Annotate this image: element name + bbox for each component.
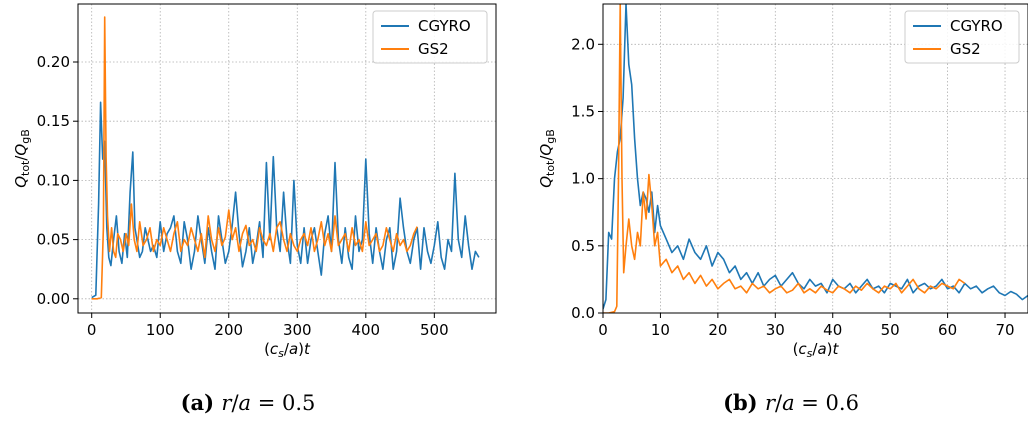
- x-tick-label: 400: [351, 321, 380, 339]
- y-tick-label: 0.10: [37, 171, 70, 189]
- x-tick-label: 10: [651, 321, 670, 339]
- x-tick-label: 20: [708, 321, 727, 339]
- legend-label-gs2: GS2: [950, 40, 981, 58]
- y-tick-label: 0.00: [37, 290, 70, 308]
- legend: CGYRO GS2: [372, 10, 488, 64]
- legend-label-gs2: GS2: [418, 40, 449, 58]
- x-tick-label: 300: [283, 321, 312, 339]
- x-axis-label: (cs/a)t: [793, 340, 840, 360]
- panel-caption: (b) r/a = 0.6: [723, 390, 859, 415]
- y-tick-label: 1.0: [571, 170, 595, 188]
- x-tick-label: 200: [214, 321, 243, 339]
- legend: CGYRO GS2: [904, 10, 1020, 64]
- axes-frame: [77, 3, 497, 314]
- x-tick-label: 40: [823, 321, 842, 339]
- x-tick-label: 0: [87, 321, 97, 339]
- x-axis-label: (cs/a)t: [264, 340, 311, 360]
- series-line-gs2: [603, 4, 966, 313]
- panel-caption: (a) r/a = 0.5: [181, 390, 316, 415]
- y-tick-label: 0.5: [571, 237, 595, 255]
- y-tick-label: 0.20: [37, 53, 70, 71]
- y-tick-label: 1.5: [571, 102, 595, 120]
- x-tick-label: 100: [146, 321, 175, 339]
- series-line-cgyro: [91, 101, 480, 299]
- y-axis-label: Qtot/QgB: [537, 129, 557, 188]
- y-tick-label: 0.05: [37, 231, 70, 249]
- x-tick-label: 60: [938, 321, 957, 339]
- y-tick-label: 0.0: [571, 304, 595, 322]
- series-line-gs2: [91, 16, 418, 300]
- x-tick-label: 70: [995, 321, 1014, 339]
- y-tick-label: 0.15: [37, 112, 70, 130]
- panel-b: 0 10 20 30 40 50 60 70 0.0 0.5 1.0 1.5 2.0 (cs/a)t Qto…: [537, 3, 1028, 415]
- y-axis-label: Qtot/QgB: [12, 129, 32, 188]
- panel-a: 0 100 200 300 400 500 0.00 0.05 0.10 0.15 0.20 (cs/…: [12, 3, 497, 415]
- x-tick-label: 30: [766, 321, 785, 339]
- axes-frame: [602, 3, 1028, 314]
- legend-label-cgyro: CGYRO: [950, 17, 1003, 35]
- x-tick-label: 500: [420, 321, 449, 339]
- y-tick-label: 2.0: [571, 35, 595, 53]
- x-tick-label: 50: [881, 321, 900, 339]
- x-tick-label: 0: [598, 321, 608, 339]
- legend-label-cgyro: CGYRO: [418, 17, 471, 35]
